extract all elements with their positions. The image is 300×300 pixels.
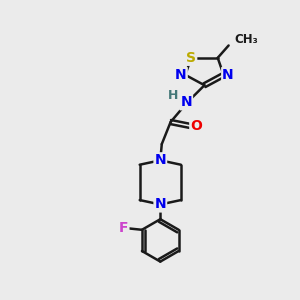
Text: N: N: [154, 153, 166, 167]
Text: CH₃: CH₃: [235, 33, 258, 46]
Text: F: F: [119, 221, 128, 235]
Text: O: O: [190, 119, 202, 134]
Text: H: H: [168, 89, 179, 102]
Text: N: N: [222, 68, 234, 82]
Text: N: N: [154, 197, 166, 212]
Text: N: N: [175, 68, 187, 82]
Text: N: N: [180, 95, 192, 109]
Text: S: S: [186, 51, 196, 65]
